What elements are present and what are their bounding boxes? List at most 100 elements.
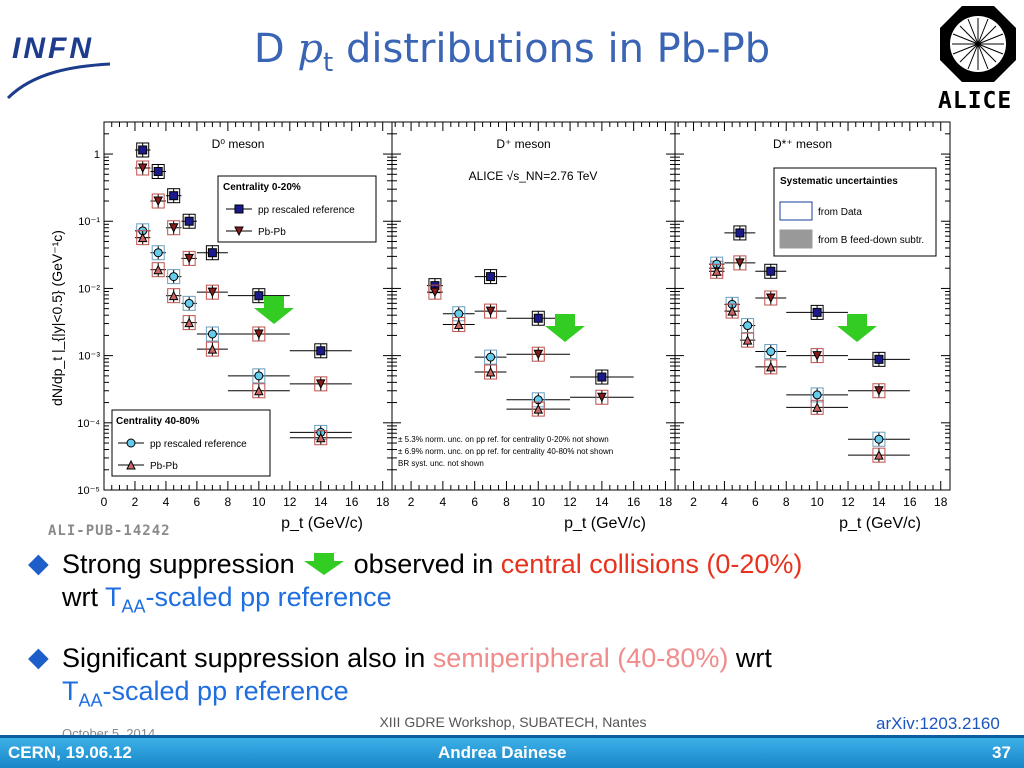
y-axis-label: dN/dp_t |_{|y|<0.5} (GeV⁻¹c) [49,230,65,406]
data-point [533,313,543,323]
data-point [184,216,194,226]
syst-box [484,303,498,319]
x-tick-label: 16 [345,495,359,509]
x-tick-label: 8 [783,495,790,509]
syst-box [136,230,150,246]
syst-box [741,332,755,348]
x-tick-label: 4 [163,495,170,509]
data-point [254,291,264,301]
x-tick-label: 6 [471,495,478,509]
syst-box [531,310,545,326]
y-tick-label: 1 [94,149,100,161]
data-point [137,163,148,174]
x-tick-label: 12 [841,495,855,509]
syst-box [167,220,181,236]
x-tick-label: 0 [101,495,108,509]
panel-frame [674,121,951,491]
x-tick-label: 14 [314,495,328,509]
data-point [765,293,776,304]
data-point [169,272,179,282]
x-tick-label: 8 [503,495,510,509]
legend-marker [126,459,136,470]
data-point [138,145,148,155]
syst-box [764,290,778,306]
data-point [168,223,179,233]
page-number: 37 [992,743,1011,762]
infn-logo-swoosh [6,62,111,100]
syst-box [252,383,266,399]
x-axis-label: p_t (GeV/c) [281,515,363,532]
bullet-diamond-icon: ◆ [28,548,49,578]
data-point [533,349,544,360]
syst-box [314,430,328,446]
syst-box [314,343,328,359]
syst-box [205,245,219,261]
data-point [169,191,179,201]
data-point [315,379,326,389]
data-point [153,196,164,207]
data-point [184,298,194,308]
x-tick-label: 10 [252,495,266,509]
footer-location-date: CERN, 19.06.12 [8,743,132,762]
syst-box [710,263,724,279]
data-point [486,272,496,282]
workshop-name: XIII GDRE Workshop, SUBATECH, Nantes [379,714,647,730]
legend-entry: from Data [818,207,862,218]
x-axis-label: p_t (GeV/c) [839,515,921,532]
data-point [812,351,822,361]
data-point [597,372,607,382]
normalization-note: ± 5.3% norm. unc. on pp ref. for central… [398,435,609,444]
data-point [486,352,496,362]
data-point [184,253,194,264]
y-tick-label: 10⁻³ [78,351,100,363]
ali-pub-id: ALI-PUB-14242 [48,523,171,539]
syst-box [484,364,498,380]
down-arrow-icon [304,553,345,575]
legend-title: Centrality 0-20% [223,182,301,193]
syst-box [595,369,609,385]
syst-box [872,351,886,367]
energy-annotation: ALICE √s_NN=2.76 TeV [469,169,598,183]
legend-marker [234,226,244,237]
syst-box [136,142,150,158]
syst-box [205,284,219,300]
syst-box [428,284,442,300]
slide-title: D pt distributions in Pb-Pb [253,26,771,78]
data-point [597,392,607,403]
data-point [153,264,164,275]
x-tick-label: 16 [627,495,641,509]
normalization-note: ± 6.9% norm. unc. on pp ref. for central… [398,447,613,456]
data-point [766,347,776,357]
syst-box [182,213,196,229]
suppression-arrow-icon [545,314,585,342]
footer-author: Andrea Dainese [438,743,567,762]
bullet-1: Strong suppression observed in central c… [62,549,803,617]
alice-logo-text: ALICE [938,88,1013,114]
alice-logo-icon [940,6,1016,82]
suppression-arrow-icon [254,296,294,324]
syst-box [872,383,886,399]
legend-entry: Pb-Pb [258,227,286,238]
data-point [533,403,544,414]
syst-box [205,326,219,342]
data-point [254,385,264,396]
x-tick-label: 16 [903,495,917,509]
data-point [254,371,264,381]
x-tick-label: 10 [810,495,824,509]
syst-box [167,269,181,285]
data-point [184,317,194,328]
data-point [207,287,218,298]
syst-box [484,269,498,285]
data-point [137,232,148,243]
syst-box [452,317,466,333]
syst-box [252,326,266,342]
data-point [874,386,884,396]
y-tick-label: 10⁻⁴ [77,418,100,430]
syst-box [764,359,778,375]
syst-box [167,288,181,304]
syst-box [764,263,778,279]
x-tick-label: 6 [752,495,759,509]
data-point [430,287,440,298]
legend-box-data [779,201,813,221]
data-point [254,329,264,340]
